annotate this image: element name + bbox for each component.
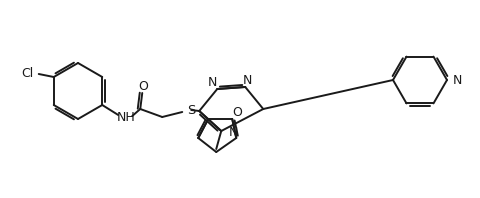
Text: O: O — [232, 106, 242, 118]
Text: N: N — [229, 126, 238, 138]
Text: Cl: Cl — [22, 67, 34, 80]
Text: O: O — [138, 80, 148, 92]
Text: N: N — [207, 75, 216, 89]
Text: N: N — [452, 73, 461, 87]
Text: NH: NH — [117, 110, 135, 124]
Text: S: S — [187, 104, 195, 116]
Text: N: N — [242, 73, 252, 87]
